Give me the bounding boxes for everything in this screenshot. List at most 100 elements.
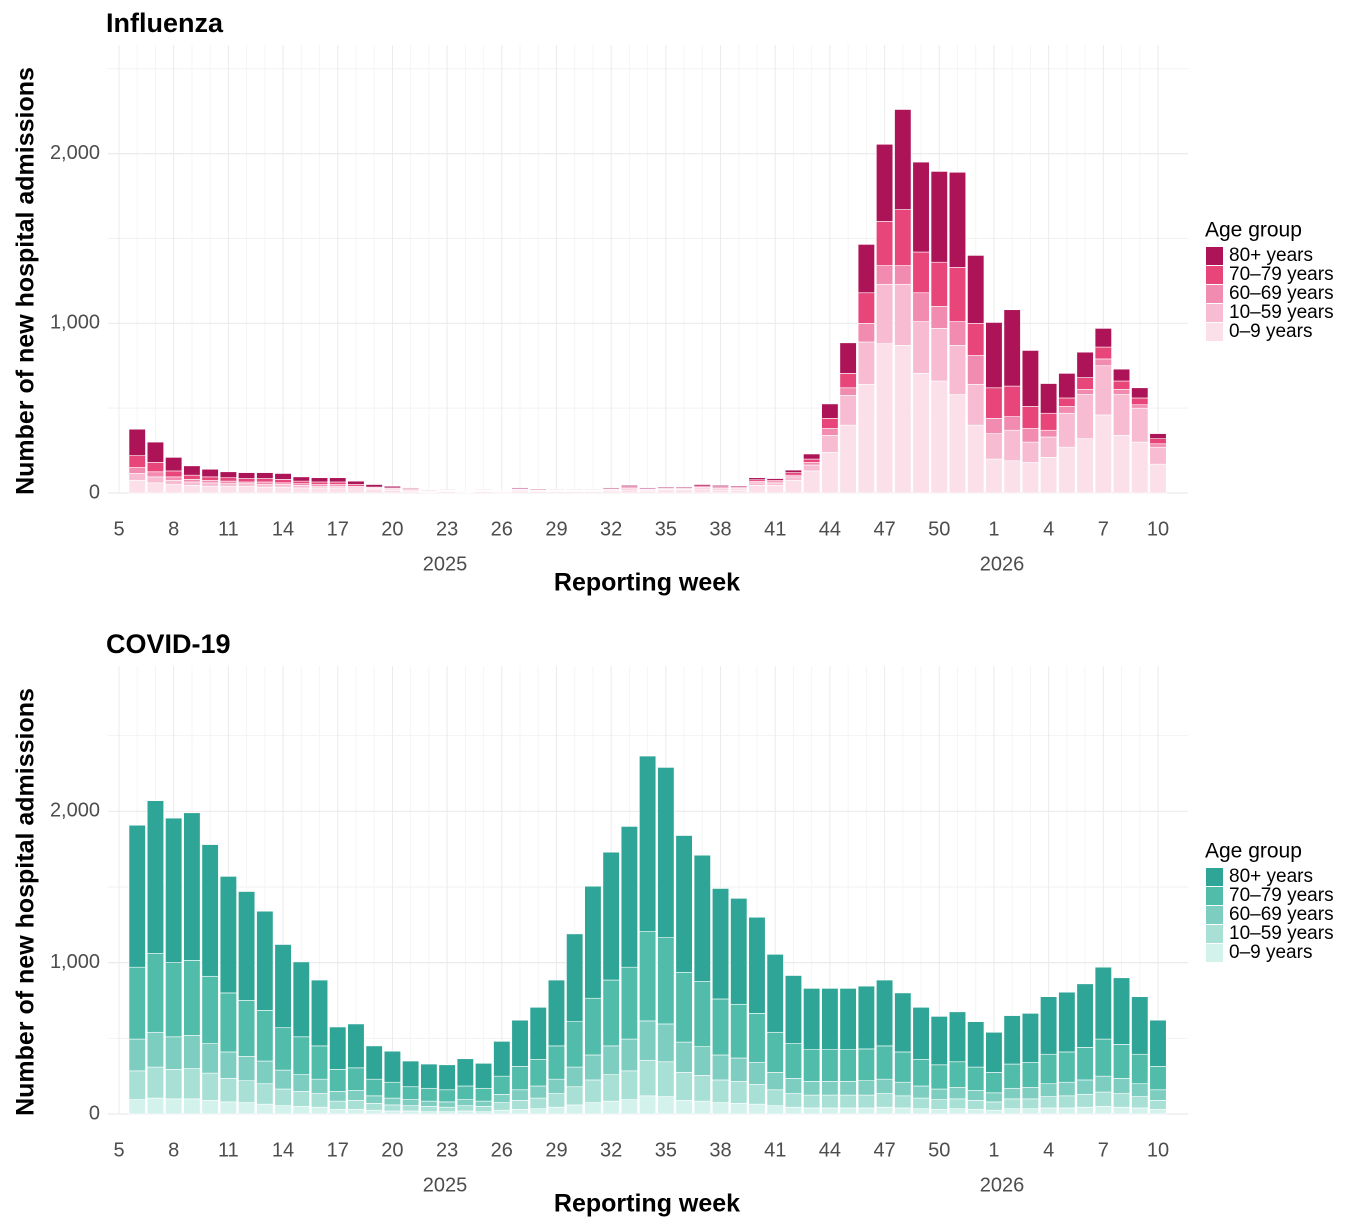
bar-segment [1058,1095,1076,1109]
x-tick-label: 26 [491,1139,513,1161]
bar-segment [475,1100,493,1107]
bar-segment [620,485,638,488]
bar-segment [912,373,930,494]
bar-segment [529,1108,547,1115]
bar-segment [639,1059,657,1097]
bar-segment [894,1095,912,1109]
bar-segment [930,261,948,307]
bar-segment [1112,394,1131,436]
x-axis-title: Reporting week [554,1190,740,1218]
bar-segment [839,373,857,389]
bar-segment [1003,1108,1021,1115]
bar-segment [675,1100,693,1115]
x-axis-title: Reporting week [554,569,740,597]
bar-segment [857,341,875,385]
bar-segment [329,1109,347,1115]
year-label: 2026 [980,553,1025,575]
bar-segment [1021,428,1039,443]
bar-segment [584,885,602,999]
bar-segment [1112,368,1131,382]
bar-segment [146,462,165,473]
bar-segment [930,1064,948,1090]
bar-segment [238,1080,256,1103]
bar-segment [766,478,784,481]
bar-segment [566,489,584,491]
x-tick-label: 11 [218,518,239,540]
bar-segment [329,1100,347,1110]
bar-segment [165,484,183,494]
bar-segment [511,1109,529,1115]
bar-segment [948,1098,967,1110]
bar-segment [803,988,821,1050]
legend-label: 0–9 years [1229,942,1312,963]
bar-segment [529,488,547,490]
bar-segment [930,1109,948,1115]
bar-segment [183,812,201,961]
bar-segment [948,345,967,395]
bar-segment [657,490,675,494]
bar-segment [128,455,146,468]
bar-segment [803,462,821,466]
bar-segment [948,1061,967,1088]
bar-segment [274,473,292,480]
bar-segment [711,1102,730,1115]
bar-segment [602,1045,620,1075]
bar-segment [219,483,237,487]
legend-swatch [1206,247,1223,265]
bar-segment [329,477,347,483]
bar-segment [894,109,912,210]
bar-segment [402,1099,420,1106]
bar-segment [146,1031,165,1068]
bar-segment [219,480,237,484]
bar-segment [1058,406,1076,414]
x-tick-label: 1 [988,518,999,540]
bar-segment [566,1104,584,1115]
bar-segment [165,457,183,472]
bar-segment [1149,443,1167,448]
bar-segment [201,479,219,484]
bar-segment [639,1020,657,1061]
x-tick-label: 8 [168,1139,179,1161]
bar-segment [475,489,493,491]
bar-segment [347,1023,365,1069]
bar-segment [693,981,711,1047]
bar-segment [912,161,930,253]
bar-segment [693,1046,711,1076]
x-tick-label: 7 [1098,518,1109,540]
bar-segment [1094,358,1112,367]
bar-segment [839,424,857,494]
bar-segment [1131,407,1149,443]
bar-segment [602,487,620,490]
bar-segment [1058,397,1076,407]
bar-segment [165,1069,183,1100]
bar-segment [839,1049,857,1082]
bar-segment [675,972,693,1043]
bar-segment [1021,1087,1039,1100]
legend-label: 10–59 years [1229,923,1334,944]
bar-segment [1003,1087,1021,1100]
bar-segment [547,1093,566,1108]
bar-segment [876,143,894,222]
legend-swatch [1206,266,1223,284]
bar-segment [730,1081,748,1104]
bar-segment [146,441,165,463]
bar-segment [1040,1107,1058,1115]
x-tick-label: 17 [327,518,349,540]
bar-segment [256,478,274,483]
bar-segment [219,1051,237,1079]
bar-segment [165,817,183,963]
bar-segment [219,485,237,494]
bar-segment [967,1066,985,1091]
bar-segment [985,1101,1003,1111]
bar-segment [201,1072,219,1101]
bar-segment [566,1066,584,1088]
bar-segment [146,1097,165,1115]
bar-segment [821,1081,839,1096]
bar-segment [256,472,274,479]
bar-segment [383,1110,401,1115]
bar-segment [711,1054,730,1081]
bar-segment [657,486,675,489]
bar-segment [1149,438,1167,445]
bar-segment [1058,991,1076,1053]
